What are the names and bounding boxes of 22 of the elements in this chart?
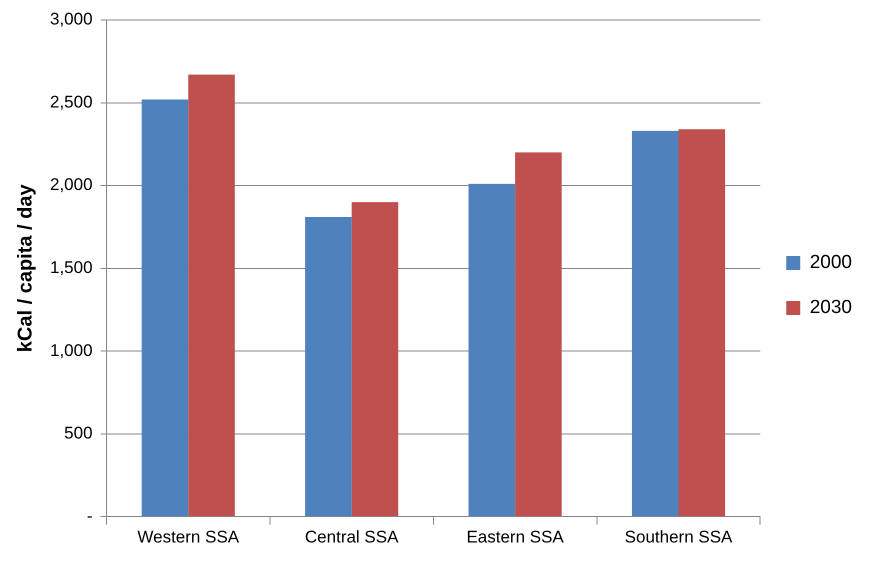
x-tick-label: Central SSA — [304, 527, 400, 546]
bar — [678, 129, 726, 516]
bar — [188, 74, 235, 516]
y-axis-title: kCal / capita / day — [14, 184, 37, 352]
bar — [515, 152, 562, 516]
y-tick-label: 3,000 — [50, 10, 93, 29]
legend-label: 2030 — [810, 297, 852, 318]
y-tick-label: 1,000 — [50, 340, 93, 360]
y-tick-label: 1,500 — [50, 258, 93, 277]
bar — [305, 216, 352, 516]
y-tick-label: 2,000 — [50, 175, 93, 194]
x-tick-label: Eastern SSA — [466, 527, 564, 546]
y-tick-label: 500 — [64, 424, 93, 443]
bar — [632, 130, 679, 516]
legend-label: 2000 — [810, 252, 852, 274]
x-tick-label: Southern SSA — [624, 527, 734, 546]
y-tick-label: 2,500 — [50, 92, 93, 112]
bar — [352, 202, 398, 516]
x-tick-label: Western SSA — [137, 527, 240, 546]
bar — [142, 99, 188, 516]
bar — [468, 184, 516, 516]
y-tick-label: - — [86, 506, 93, 526]
